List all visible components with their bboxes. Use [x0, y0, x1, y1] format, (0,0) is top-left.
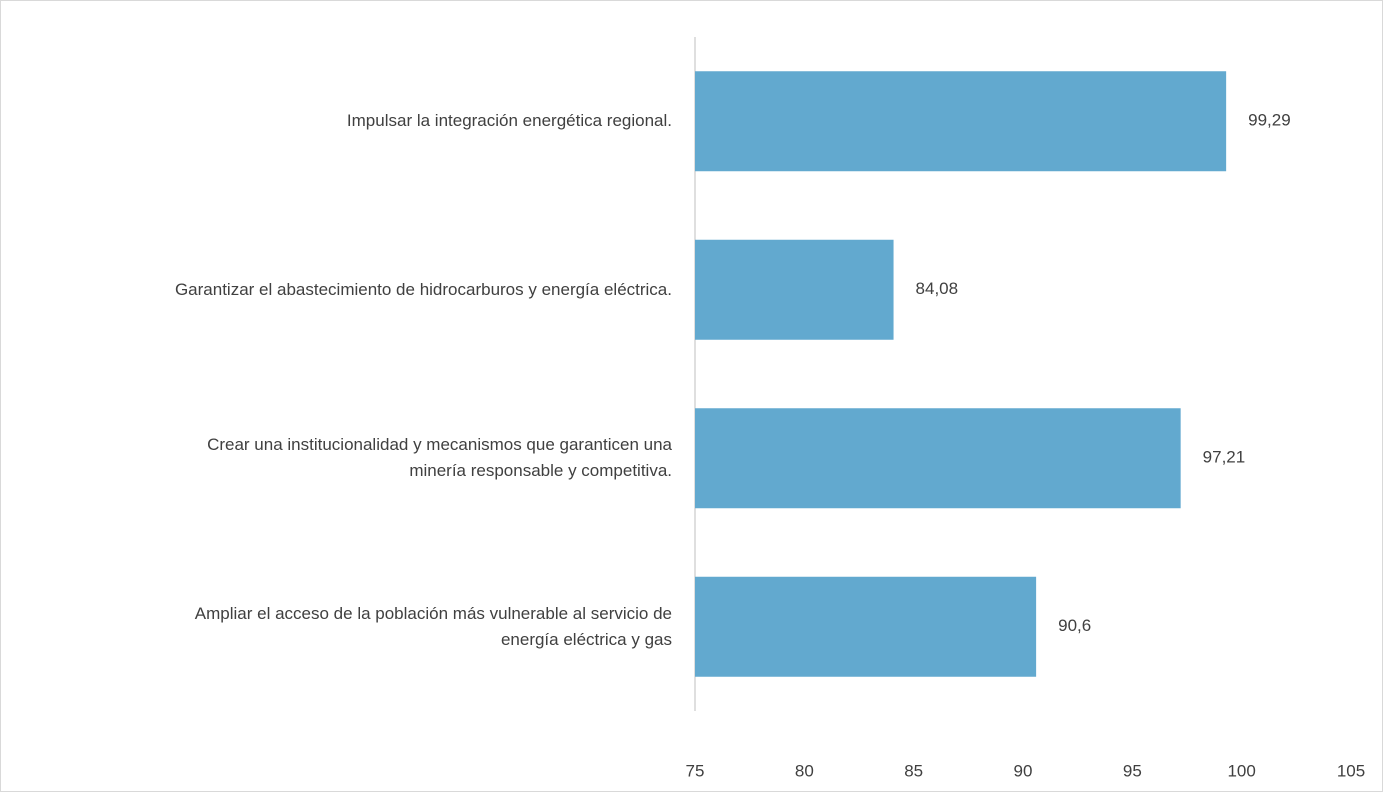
bar [695, 239, 894, 340]
value-label: 84,08 [916, 279, 959, 298]
x-tick-label: 90 [1014, 761, 1033, 780]
y-tick-label: Impulsar la integración energética regio… [346, 111, 672, 131]
bar [695, 71, 1227, 172]
value-label: 99,29 [1248, 111, 1291, 130]
y-tick-label: Garantizar el abastecimiento de hidrocar… [174, 279, 672, 299]
x-tick-label: 105 [1337, 761, 1365, 780]
x-tick-label: 75 [686, 761, 705, 780]
value-label: 90,6 [1058, 616, 1091, 635]
x-tick-label: 85 [904, 761, 923, 780]
y-tick-label: Crear una institucionalidad y mecanismos… [207, 435, 672, 481]
x-tick-label: 95 [1123, 761, 1142, 780]
bar [695, 576, 1037, 677]
value-label: 97,21 [1203, 448, 1246, 467]
bar [695, 408, 1181, 509]
y-tick-label: Ampliar el acceso de la población más vu… [194, 603, 672, 649]
x-tick-label: 80 [795, 761, 814, 780]
x-tick-label: 100 [1227, 761, 1255, 780]
